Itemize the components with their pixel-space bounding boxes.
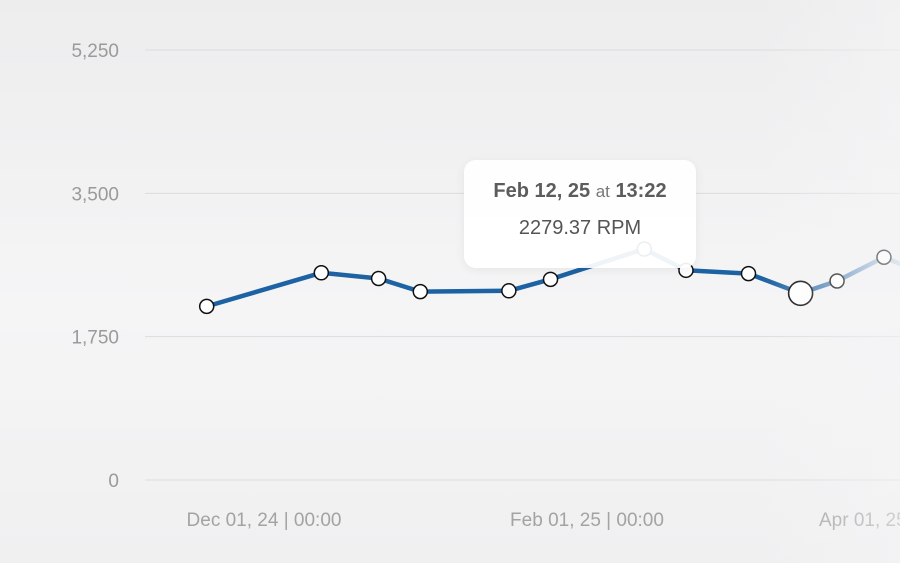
tooltip-date: Feb 12, 25 (493, 180, 591, 202)
data-point (542, 271, 559, 288)
data-point (501, 283, 517, 299)
data-point (313, 265, 330, 281)
data-point (829, 273, 845, 289)
data-point (412, 283, 429, 300)
x-tick-label: Feb 01, 25 | 00:00 (510, 510, 664, 531)
series-line-path (204, 246, 900, 309)
data-point (740, 265, 757, 282)
y-tick-label: 3,500 (71, 184, 119, 205)
series-line (204, 246, 900, 309)
y-tick-label: 5,250 (71, 41, 119, 62)
tooltip-at: at (595, 182, 610, 201)
y-tick-label: 1,750 (71, 328, 119, 349)
data-point (370, 270, 387, 287)
x-tick-label: Apr 01, 25 | 00:00 (819, 510, 900, 531)
y-axis-ticks: 5,250 3,500 1,750 0 (71, 41, 119, 492)
data-point (876, 249, 892, 265)
tooltip-time: 13:22 (615, 180, 667, 202)
tooltip-value: 2279.37 RPM (518, 217, 642, 239)
x-axis-ticks: Dec 01, 24 | 00:00 Feb 01, 25 | 00:00 Apr … (187, 510, 900, 531)
tooltip-date-line: Feb 12, 25 at 13:22 (464, 180, 696, 203)
data-point-active (787, 280, 814, 307)
tooltip: Feb 12, 25 at 13:22 2279.37 RPM (464, 160, 696, 268)
data-point (198, 298, 215, 315)
y-tick-label: 0 (108, 471, 119, 492)
x-tick-label: Dec 01, 24 | 00:00 (187, 510, 342, 531)
